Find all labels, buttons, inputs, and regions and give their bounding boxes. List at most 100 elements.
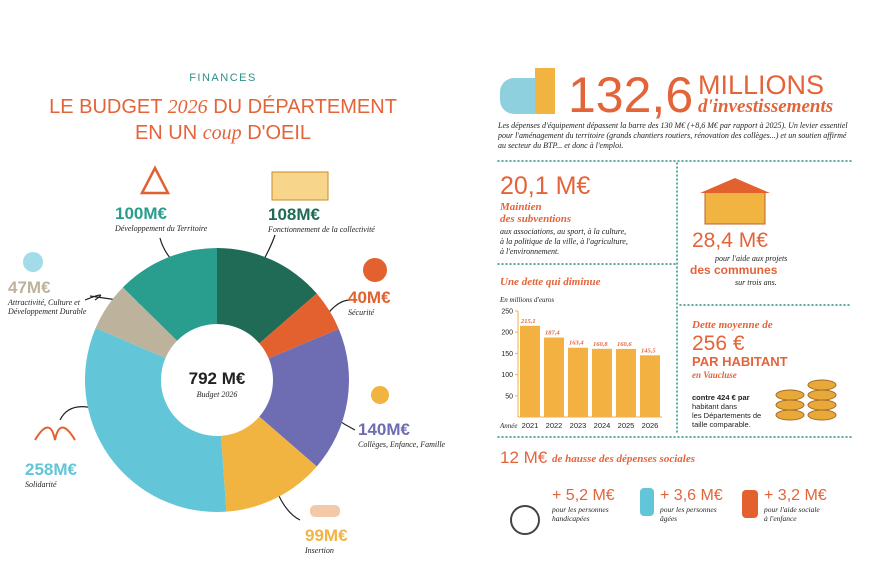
kicker: FINANCES (189, 72, 257, 84)
y-tick-label: 150 (501, 351, 513, 358)
social-item-line: pour les personnes (659, 505, 717, 514)
subsidies-title: Maintien (499, 201, 542, 213)
segment-label: 140M€ Collèges, Enfance, Famille (358, 420, 468, 449)
value-label: 160,6 (617, 341, 632, 348)
value-label: 187,4 (545, 330, 560, 337)
bar (592, 348, 612, 417)
title: LE BUDGET 2026 DU DÉPARTEMENT (49, 95, 397, 118)
communes-line: pour l'aide aux projets (714, 254, 787, 263)
icon-building (271, 171, 329, 201)
icon-roadwork (139, 165, 171, 195)
icon-construction (535, 68, 555, 114)
icon-townhall (700, 178, 770, 193)
segment-name: Collèges, Enfance, Famille (358, 440, 446, 449)
title: EN UN coup D'OEIL (135, 122, 311, 144)
segment-value-label: 108M€ (268, 205, 320, 224)
icon-helmet (363, 258, 387, 282)
donut-segment (259, 329, 349, 467)
icon-handshake (310, 505, 340, 517)
segment-name: Fonctionnement de la collectivité (268, 225, 375, 234)
invest-text-box: Les dépenses d'équipement dépassent la b… (498, 121, 848, 150)
donut-segment (259, 293, 339, 359)
segment-name: Insertion (305, 546, 334, 555)
segment-name: Solidarité (25, 480, 57, 489)
debt-amount: 256 € (692, 332, 745, 355)
y-tick-label: 250 (501, 309, 513, 316)
segment-name: Développement du Territoire (115, 224, 208, 233)
bar (520, 325, 540, 417)
social-item-line: âgées (660, 514, 677, 523)
social-item-line: à l'enfance (764, 514, 797, 523)
subsidies-title: des subventions (500, 213, 571, 225)
social-item-amount: + 3,2 M€ (764, 487, 827, 504)
value-label: 160,8 (593, 341, 608, 348)
bar (544, 337, 564, 417)
x-tick-label: 2026 (642, 421, 659, 430)
subsidies-line: à la politique de la ville, à l'agricult… (500, 237, 628, 246)
icon-wheelchair (510, 505, 540, 535)
social-item-line: pour les personnes (551, 505, 609, 514)
icon-landscape (23, 252, 43, 272)
icon-hands (34, 426, 76, 441)
x-tick-label: 2025 (618, 421, 635, 430)
social-item-amount: + 5,2 M€ (552, 487, 615, 504)
social-item-line: pour l'aide sociale (763, 505, 820, 514)
value-label: 145,5 (641, 347, 656, 354)
segment-label: 100M€ Développement du Territoire (115, 204, 225, 233)
donut-segment (122, 248, 217, 341)
y-tick-label: 50 (505, 393, 513, 400)
subsidies-amount: 20,1 M€ (500, 172, 590, 200)
donut-segment (217, 248, 317, 344)
segment-value-label: 40M€ (348, 288, 391, 307)
x-tick-label: 2023 (570, 421, 587, 430)
bar (568, 347, 588, 417)
communes-amount: 28,4 M€ (692, 229, 768, 252)
center-label: 792 M€ (189, 369, 246, 388)
debt-place: en Vaucluse (692, 370, 737, 380)
icon-parent (742, 490, 758, 518)
icon-elder (640, 488, 654, 516)
donut-segment (220, 416, 317, 512)
invest-label: d'investissements (698, 96, 833, 117)
segment-label: 47M€ Attractivité, Culture et Développeme… (8, 278, 118, 316)
title-part: D'OEIL (242, 122, 311, 144)
title-part: coup (203, 122, 242, 144)
debt-compare: contre 424 € par (692, 393, 750, 402)
bar (616, 348, 636, 417)
debt-unit: PAR HABITANT (692, 354, 788, 369)
donut-segment (84, 328, 227, 512)
x-tick-label: 2024 (594, 421, 611, 430)
communes-highlight: des communes (690, 263, 778, 277)
segment-label: 258M€ Solidarité (25, 460, 105, 489)
donut-segment (95, 287, 178, 358)
invest-text: Les dépenses d'équipement dépassent la b… (498, 121, 848, 150)
segment-name: Sécurité (348, 308, 375, 317)
bar (640, 355, 660, 417)
y-tick-label: 100 (501, 372, 513, 379)
x-tick-label: 2021 (522, 421, 539, 430)
debt-title: Dette moyenne de (691, 319, 773, 331)
chart-title: Une dette qui diminue (500, 276, 601, 288)
segment-label: 108M€ Fonctionnement de la collectivité (268, 205, 388, 234)
title-part: LE BUDGET (49, 96, 168, 118)
communes-line: sur trois ans. (735, 278, 777, 287)
invest-amount: 132,6 (568, 67, 693, 123)
center-sublabel: Budget 2026 (197, 390, 238, 399)
subsidies-line: aux associations, au sport, à la culture… (500, 227, 626, 236)
value-label: 163,4 (569, 340, 584, 347)
value-label: 215,1 (520, 318, 536, 325)
debt-compare: taille comparable. (692, 420, 751, 429)
icon-children (371, 386, 389, 404)
segment-value-label: 258M€ (25, 460, 77, 479)
social-label: de hausse des dépenses sociales (552, 453, 695, 465)
segment-value-label: 140M€ (358, 420, 410, 439)
y-tick-label: 200 (501, 330, 513, 337)
segment-value-label: 99M€ (305, 526, 348, 545)
debt-compare: habitant dans (692, 402, 737, 411)
title-part: EN UN (135, 122, 203, 144)
icon-coins (775, 379, 837, 421)
segment-label: 40M€ Sécurité (348, 288, 418, 317)
title-part: 2026 (168, 96, 208, 118)
